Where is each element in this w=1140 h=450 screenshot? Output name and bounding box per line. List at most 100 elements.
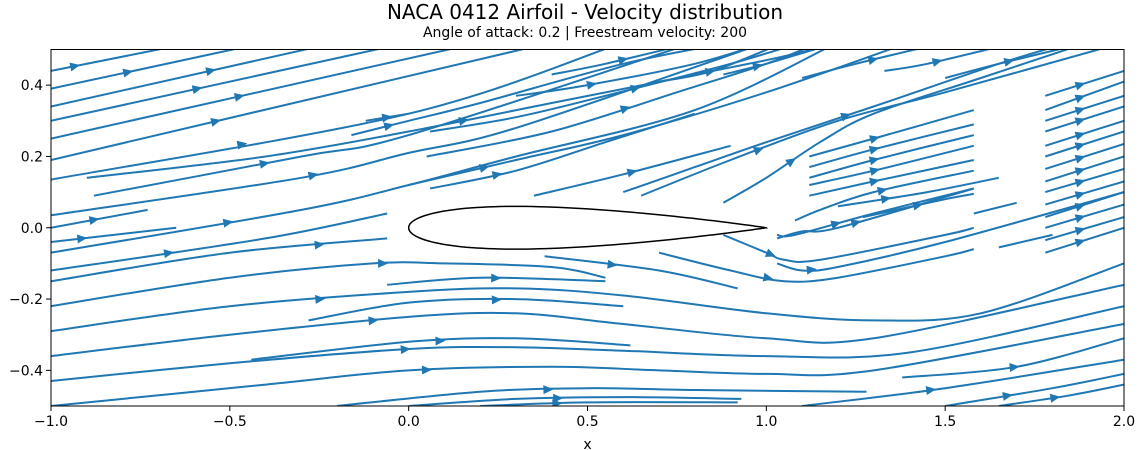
streamline-arrow [307, 171, 319, 181]
streamline [776, 191, 1124, 272]
streamline [809, 134, 975, 179]
streamline-arrow [1074, 214, 1086, 224]
streamline [640, 49, 1103, 197]
streamline-arrow [378, 258, 389, 268]
streamline-arrow [314, 240, 325, 250]
streamline-arrow [762, 272, 774, 282]
streamline [408, 396, 742, 406]
streamline [51, 49, 526, 161]
streamline-arrow [925, 386, 937, 395]
streamline-arrow [912, 201, 924, 211]
y-tick-label: −0.4 [9, 363, 43, 379]
streamline-arrow [617, 56, 629, 65]
streamline [337, 387, 867, 406]
streamline [723, 49, 818, 76]
streamline [837, 176, 999, 208]
streamline [51, 49, 238, 90]
streamline [387, 276, 606, 286]
streamline-arrow [931, 58, 943, 67]
streamline [658, 248, 975, 283]
streamline [51, 49, 381, 122]
streamline [884, 49, 992, 72]
streamline [794, 169, 975, 222]
streamline-arrow [191, 85, 203, 95]
streamline-arrow [478, 164, 490, 173]
streamline [308, 297, 624, 322]
streamline-arrow [205, 67, 217, 77]
streamline-arrow [210, 117, 222, 127]
streamline [51, 49, 826, 254]
streamline-arrow [1074, 203, 1086, 212]
streamline [51, 49, 310, 108]
streamline [973, 201, 1017, 215]
streamline-arrow [383, 122, 395, 132]
y-tick-label: 0.0 [21, 221, 43, 237]
streamline [862, 192, 974, 219]
chart-title: NACA 0412 Airfoil - Velocity distributio… [386, 0, 784, 24]
streamline-arrow [368, 316, 379, 326]
streamline [251, 337, 631, 361]
streamline [351, 49, 698, 137]
streamline-arrow [869, 177, 880, 187]
streamline-arrow [69, 62, 81, 72]
streamline-arrow [752, 146, 764, 156]
streamline-arrow [867, 56, 879, 66]
streamline-arrow [619, 105, 631, 115]
streamline [480, 401, 738, 406]
streamline [945, 372, 1124, 406]
y-tick-label: −0.2 [9, 292, 43, 308]
streamline-arrow [1074, 142, 1086, 152]
streamline-arrow [1074, 131, 1086, 141]
streamline [801, 49, 920, 79]
streamline-arrow [764, 248, 776, 257]
streamline-arrow [163, 249, 175, 259]
streamline-arrow [122, 68, 134, 78]
streamline-arrow [876, 186, 888, 196]
streamline-arrow [869, 167, 881, 176]
streamline [515, 49, 748, 97]
streamline-arrow [880, 194, 892, 204]
streamline [429, 49, 783, 133]
x-tick-label: 1.5 [934, 414, 956, 430]
x-axis: −1.0 −0.5 0.0 0.5 1.0 1.5 2.0 [34, 406, 1135, 430]
streamline [776, 187, 975, 238]
streamline [51, 262, 1124, 333]
streamline-arrow [785, 158, 796, 168]
streamline-arrow [543, 385, 554, 395]
x-tick-label: −0.5 [213, 414, 247, 430]
streamline-arrow [1074, 191, 1086, 200]
streamline-arrow [607, 259, 618, 269]
streamline-arrow [491, 295, 502, 305]
streamline-arrow [704, 67, 716, 77]
chart-subtitle: Angle of attack: 0.2 | Freestream veloci… [422, 25, 748, 41]
x-tick-label: 0.0 [398, 414, 420, 430]
streamline-arrow [435, 336, 446, 346]
streamline-arrow [1002, 391, 1013, 401]
streamline-arrow [850, 219, 862, 229]
streamline-arrow [1074, 226, 1086, 236]
y-tick-label: 0.4 [21, 78, 43, 94]
x-tick-label: 2.0 [1113, 414, 1135, 430]
streamline-arrow [491, 273, 502, 283]
streamline-arrow [869, 135, 880, 144]
streamline [93, 49, 677, 197]
streamline [51, 305, 1124, 382]
streamline-arrow [830, 220, 842, 230]
streamline [551, 49, 670, 76]
x-tick-label: 1.0 [755, 414, 777, 430]
streamline [51, 49, 607, 181]
streamline-arrow [1049, 393, 1061, 403]
streamline [998, 383, 1124, 406]
streamline [809, 123, 975, 169]
streamline-arrow [76, 234, 88, 244]
streamline-arrow [491, 171, 503, 180]
streamline [944, 49, 1063, 79]
streamline [51, 283, 1124, 358]
streamline [544, 255, 738, 290]
streamline [801, 358, 1124, 406]
streamline-arrow [1074, 154, 1086, 164]
streamline [533, 144, 731, 197]
streamline-arrow [400, 345, 411, 355]
streamline-arrow [586, 80, 597, 90]
